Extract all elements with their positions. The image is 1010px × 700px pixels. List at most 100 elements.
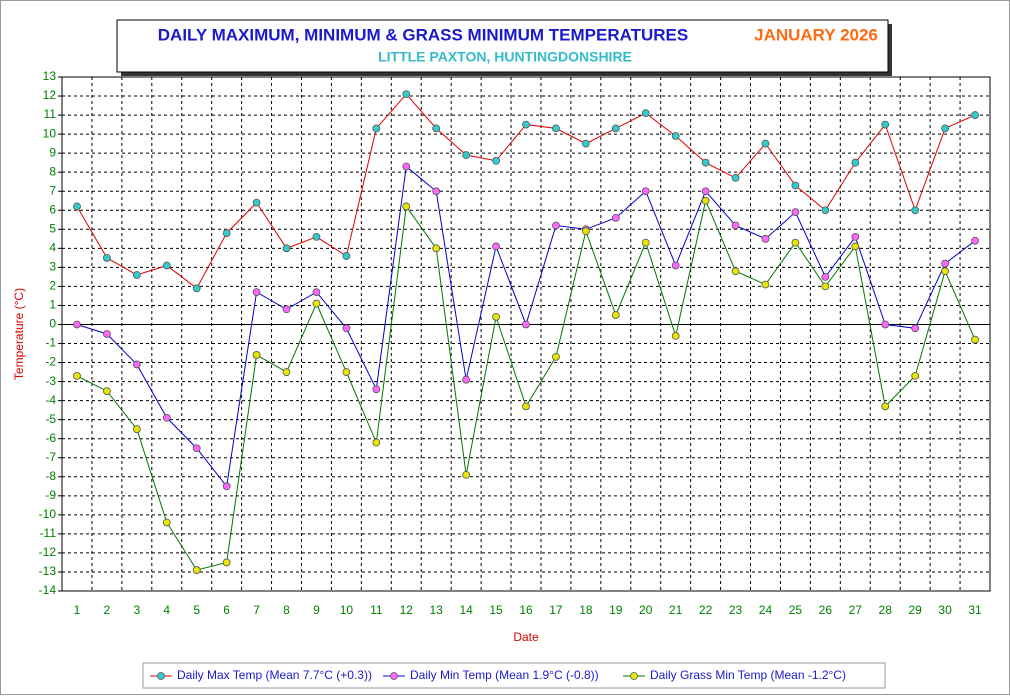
plot-frame [61, 76, 991, 592]
x-tick-label: 6 [223, 603, 230, 617]
y-tick-label: 3 [49, 260, 56, 274]
data-point [282, 244, 291, 253]
y-tick-label: 2 [49, 279, 56, 293]
x-tick-label: 2 [104, 603, 111, 617]
data-point [821, 282, 830, 291]
y-tick-label: 13 [43, 69, 57, 83]
data-point [132, 425, 141, 434]
x-tick-label: 4 [163, 603, 170, 617]
data-point [252, 198, 261, 207]
y-tick-label: 12 [43, 88, 57, 102]
data-point [522, 402, 530, 411]
data-point [282, 368, 291, 376]
data-point [103, 387, 111, 396]
data-point [462, 151, 471, 159]
x-tick-label: 24 [759, 603, 773, 617]
data-point [821, 272, 830, 281]
data-point [611, 213, 620, 222]
data-point [791, 238, 800, 247]
data-point [641, 238, 650, 247]
x-tick-label: 29 [908, 603, 922, 617]
chart-period: JANUARY 2026 [754, 25, 878, 44]
data-point [222, 558, 231, 567]
data-point [162, 413, 171, 422]
data-point [402, 90, 411, 99]
data-point [941, 267, 949, 276]
x-axis-label: Date [513, 630, 539, 644]
data-point [222, 482, 231, 491]
data-point [402, 202, 411, 211]
legend-marker [157, 672, 165, 680]
x-tick-label: 8 [283, 603, 290, 617]
x-tick-label: 30 [938, 603, 952, 617]
data-point [791, 181, 800, 190]
data-point [492, 156, 500, 165]
y-tick-label: -8 [45, 469, 56, 483]
data-point [701, 158, 710, 167]
data-point [581, 227, 590, 236]
x-tick-label: 3 [133, 603, 140, 617]
y-tick-label: 5 [49, 221, 56, 235]
data-point [492, 312, 500, 321]
data-point [731, 173, 740, 182]
data-point [312, 288, 321, 297]
x-tick-label: 21 [669, 603, 683, 617]
data-point [552, 221, 560, 230]
data-point [312, 233, 321, 241]
x-tick-label: 10 [340, 603, 354, 617]
data-point [103, 330, 111, 338]
y-tick-label: -13 [39, 564, 57, 578]
x-tick-label: 7 [253, 603, 260, 617]
data-point [971, 335, 979, 344]
y-tick-label: -2 [45, 355, 56, 369]
data-point [432, 187, 441, 196]
x-tick-label: 9 [313, 603, 320, 617]
x-tick-label: 19 [609, 603, 623, 617]
data-point [552, 352, 560, 361]
x-tick-label: 22 [699, 603, 713, 617]
data-point [791, 208, 800, 217]
data-point [611, 311, 620, 319]
x-tick-label: 31 [968, 603, 982, 617]
data-point [761, 280, 770, 289]
data-point [492, 242, 500, 251]
y-tick-label: -4 [45, 393, 56, 407]
data-point [911, 206, 920, 215]
data-point [611, 124, 620, 133]
x-tick-label: 23 [729, 603, 743, 617]
legend-marker [390, 672, 398, 680]
data-point [731, 221, 740, 230]
data-point [851, 158, 860, 167]
data-point [252, 288, 261, 297]
x-tick-label: 27 [849, 603, 863, 617]
x-tick-label: 1 [74, 603, 81, 617]
data-point [132, 360, 141, 369]
data-point [73, 202, 81, 211]
data-point [581, 139, 590, 148]
y-tick-label: -1 [45, 336, 56, 350]
data-point [252, 351, 261, 359]
data-point [372, 385, 381, 394]
y-tick-label: 8 [49, 164, 56, 178]
y-tick-label: -9 [45, 488, 56, 502]
data-point [432, 244, 441, 253]
data-point [701, 196, 710, 205]
data-point [162, 261, 171, 270]
y-tick-label: -14 [39, 583, 57, 597]
data-point [731, 267, 740, 276]
data-point [432, 124, 441, 133]
data-point [192, 566, 201, 574]
data-point [132, 271, 141, 279]
data-point [851, 233, 860, 241]
y-tick-label: -10 [39, 507, 57, 521]
y-axis-label: Temperature (°C) [12, 288, 26, 380]
legend-label: Daily Max Temp (Mean 7.7°C (+0.3)) [177, 668, 372, 682]
legend-box [142, 662, 886, 689]
x-tick-label: 11 [370, 603, 383, 617]
x-tick-label: 12 [400, 603, 414, 617]
data-point [402, 162, 411, 171]
y-tick-label: -7 [45, 450, 56, 464]
x-tick-label: 16 [519, 603, 533, 617]
data-point [312, 299, 321, 308]
